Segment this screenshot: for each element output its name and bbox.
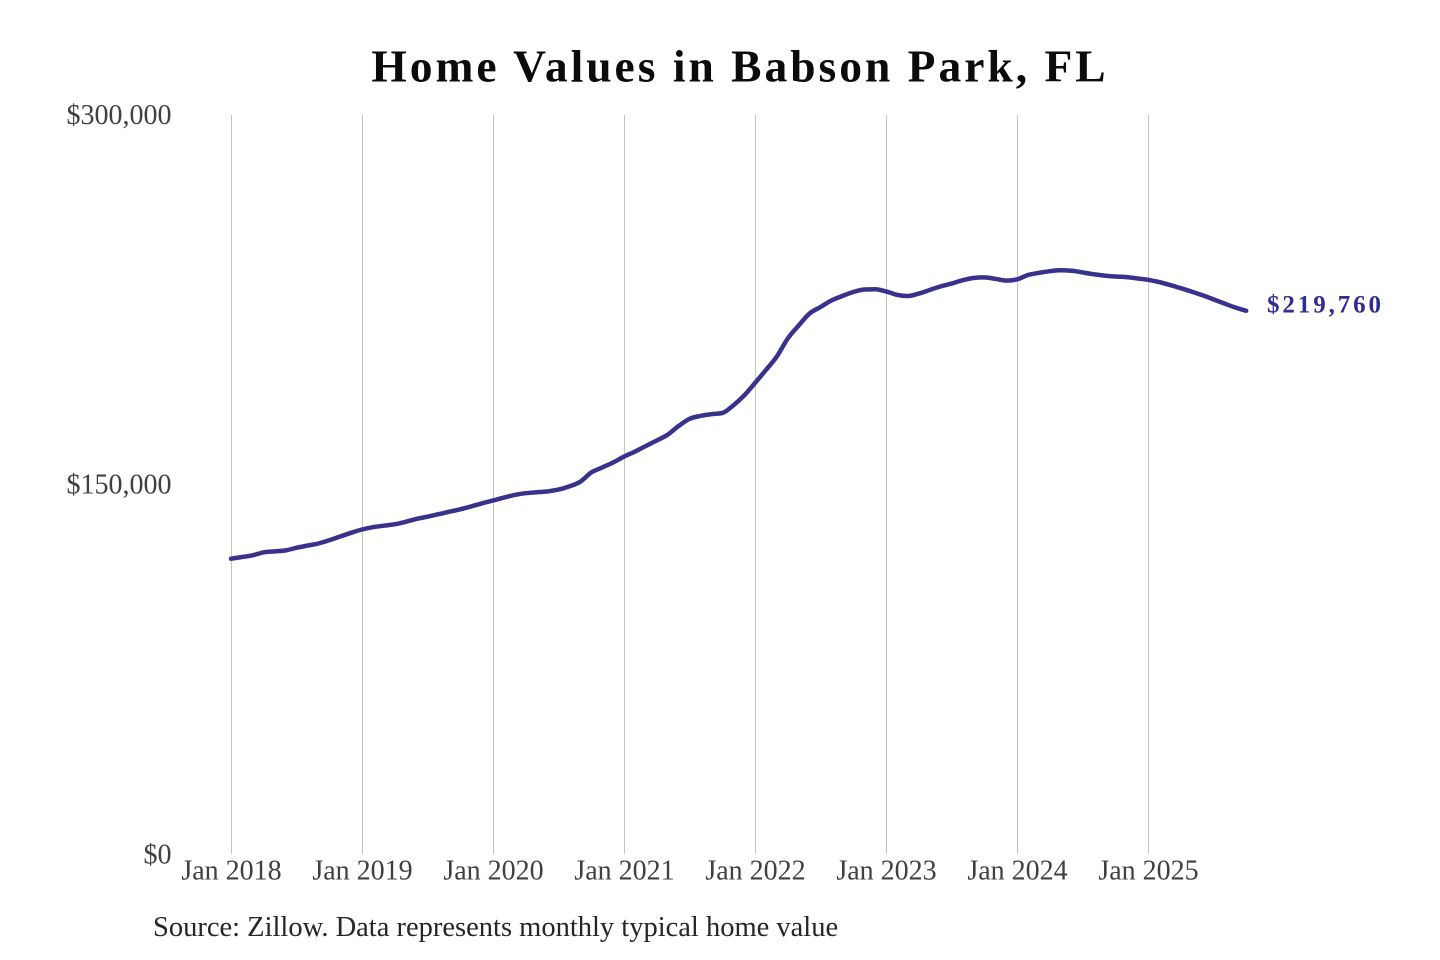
svg-text:Jan 2022: Jan 2022 [705, 856, 805, 887]
svg-text:Jan 2019: Jan 2019 [312, 856, 412, 887]
svg-text:$150,000: $150,000 [67, 470, 172, 501]
svg-text:$300,000: $300,000 [67, 100, 172, 131]
svg-text:$0: $0 [144, 840, 172, 871]
svg-text:Jan 2023: Jan 2023 [836, 856, 936, 887]
svg-text:Jan 2020: Jan 2020 [443, 856, 543, 887]
svg-text:Jan 2018: Jan 2018 [181, 856, 281, 887]
svg-text:Source: Zillow. Data represent: Source: Zillow. Data represents monthly … [153, 912, 838, 943]
svg-text:Jan 2021: Jan 2021 [574, 856, 674, 887]
svg-text:Jan 2025: Jan 2025 [1098, 856, 1198, 887]
svg-text:Jan 2024: Jan 2024 [967, 856, 1067, 887]
svg-text:Home Values in Babson Park, FL: Home Values in Babson Park, FL [371, 41, 1108, 92]
svg-text:$219,760: $219,760 [1267, 292, 1384, 319]
